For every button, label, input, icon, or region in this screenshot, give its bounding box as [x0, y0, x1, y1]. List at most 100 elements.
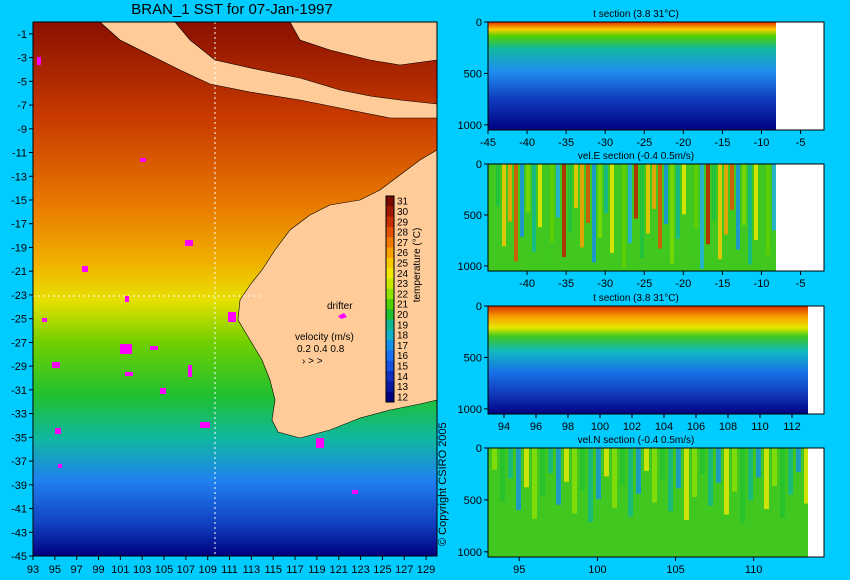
velocity-scale: 0.2 0.4 0.8 [297, 344, 345, 355]
section-panel-3: t section (3.8 31°C)94 96 98 100 102 104 106 10… [458, 293, 824, 433]
section-stripe [652, 448, 657, 503]
map-x-tick-label: 119 [308, 564, 326, 576]
map-y-tick-label: -11 [12, 148, 27, 160]
section-stripe [682, 164, 686, 214]
section-x-tick-label: -20 [675, 278, 691, 290]
section-stripe [754, 164, 758, 240]
section-x-tick-label: -5 [796, 137, 806, 149]
section-stripe [496, 164, 500, 207]
section-y-tick-label: 500 [464, 210, 482, 222]
velocity-arrows: › > > [302, 356, 323, 367]
section-stripe [716, 448, 721, 483]
section-stripe [610, 164, 614, 253]
map-x-tick-label: 127 [395, 564, 413, 576]
section-x-tick-label: -30 [597, 137, 613, 149]
section-stripe [604, 448, 609, 476]
section-stripe [502, 164, 506, 246]
map-y-tick-label: -3 [17, 53, 27, 65]
section-y-tick-label: 0 [476, 443, 482, 455]
section-stripe [622, 164, 626, 268]
map-y-tick-label: -13 [11, 171, 27, 183]
section-y-tick-label: 1000 [458, 547, 482, 559]
map-x-tick-label: 117 [286, 564, 304, 576]
section-x-tick-label: 105 [666, 564, 684, 576]
section-stripe [588, 448, 593, 522]
section-y-tick-label: 500 [464, 352, 482, 364]
section-stripe [742, 164, 746, 225]
map-x-tick-label: 115 [264, 564, 282, 576]
section-stripe [492, 448, 497, 470]
section-stripe [568, 164, 572, 232]
section-land-mask [808, 306, 824, 414]
section-stripe [724, 164, 728, 235]
section-stripe [748, 448, 753, 500]
colorbar-swatch [386, 371, 394, 382]
section-x-tick-label: -10 [754, 137, 770, 149]
section-stripe [598, 164, 602, 238]
section-panel-4: vel.N section (-0.4 0.5m/s)95 100 105 11005… [458, 435, 824, 576]
colorbar-swatch [386, 217, 394, 228]
section-stripe [548, 448, 553, 473]
section-stripe [514, 164, 518, 261]
map-y-tick-label: -9 [17, 124, 27, 136]
section-title: vel.N section (-0.4 0.5m/s) [578, 435, 695, 446]
section-stripe [788, 448, 793, 495]
section-y-tick-label: 1000 [458, 120, 482, 132]
map-y-tick-label: -19 [11, 242, 27, 254]
section-stripe [708, 448, 713, 506]
section-stripe [718, 164, 722, 259]
section-x-tick-label: 102 [623, 421, 641, 433]
section-stripe [712, 164, 716, 220]
section-stripe [636, 448, 641, 494]
section-stripe [730, 164, 734, 210]
section-stripe [748, 164, 752, 265]
section-stripe [760, 164, 764, 215]
section-x-tick-label: -15 [714, 137, 730, 149]
colorbar-swatch [386, 299, 394, 310]
section-x-tick-label: 100 [591, 421, 609, 433]
map-y-tick-label: -29 [11, 361, 27, 373]
section-stripe [586, 164, 590, 223]
map-y-tick-label: -21 [11, 266, 27, 278]
section-x-tick-label: 98 [562, 421, 574, 433]
section-field [488, 22, 824, 130]
section-stripe [692, 448, 697, 497]
section-x-tick-label: -5 [796, 278, 806, 290]
section-stripe [544, 164, 548, 267]
section-stripe [756, 448, 761, 477]
map-x-tick-label: 103 [133, 564, 151, 576]
section-stripe [706, 164, 710, 244]
section-y-tick-label: 500 [464, 68, 482, 80]
section-stripe [508, 164, 512, 222]
map-y-tick-label: -33 [11, 409, 27, 421]
section-stripe [640, 164, 644, 258]
colorbar-swatch [386, 268, 394, 279]
section-stripe [700, 164, 704, 269]
colorbar-swatch [386, 392, 394, 403]
map-y-tick-label: -23 [11, 290, 27, 302]
section-stripe [766, 164, 770, 255]
section-stripe [562, 164, 566, 257]
section-stripe [764, 448, 769, 509]
section-x-tick-label: 112 [783, 421, 801, 433]
section-stripe [620, 448, 625, 485]
map-x-tick-label: 121 [330, 564, 348, 576]
colorbar-swatch [386, 340, 394, 351]
section-land-mask [808, 448, 824, 557]
section-stripe [596, 448, 601, 499]
map-x-tick-label: 99 [92, 564, 104, 576]
section-stripe [550, 164, 554, 242]
map-y-tick-label: -5 [17, 76, 27, 88]
copyright: © Copyright CSIRO 2005 [437, 422, 449, 546]
section-stripe [724, 448, 729, 514]
map-y-tick-label: -35 [11, 432, 27, 444]
section-stripe [634, 164, 638, 219]
section-x-tick-label: -45 [480, 137, 496, 149]
section-stripe [592, 164, 596, 262]
section-stripe [660, 448, 665, 480]
colorbar-swatch [386, 351, 394, 362]
colorbar-swatch [386, 320, 394, 331]
map-x-tick-label: 109 [199, 564, 217, 576]
map-x-tick-label: 95 [49, 564, 61, 576]
